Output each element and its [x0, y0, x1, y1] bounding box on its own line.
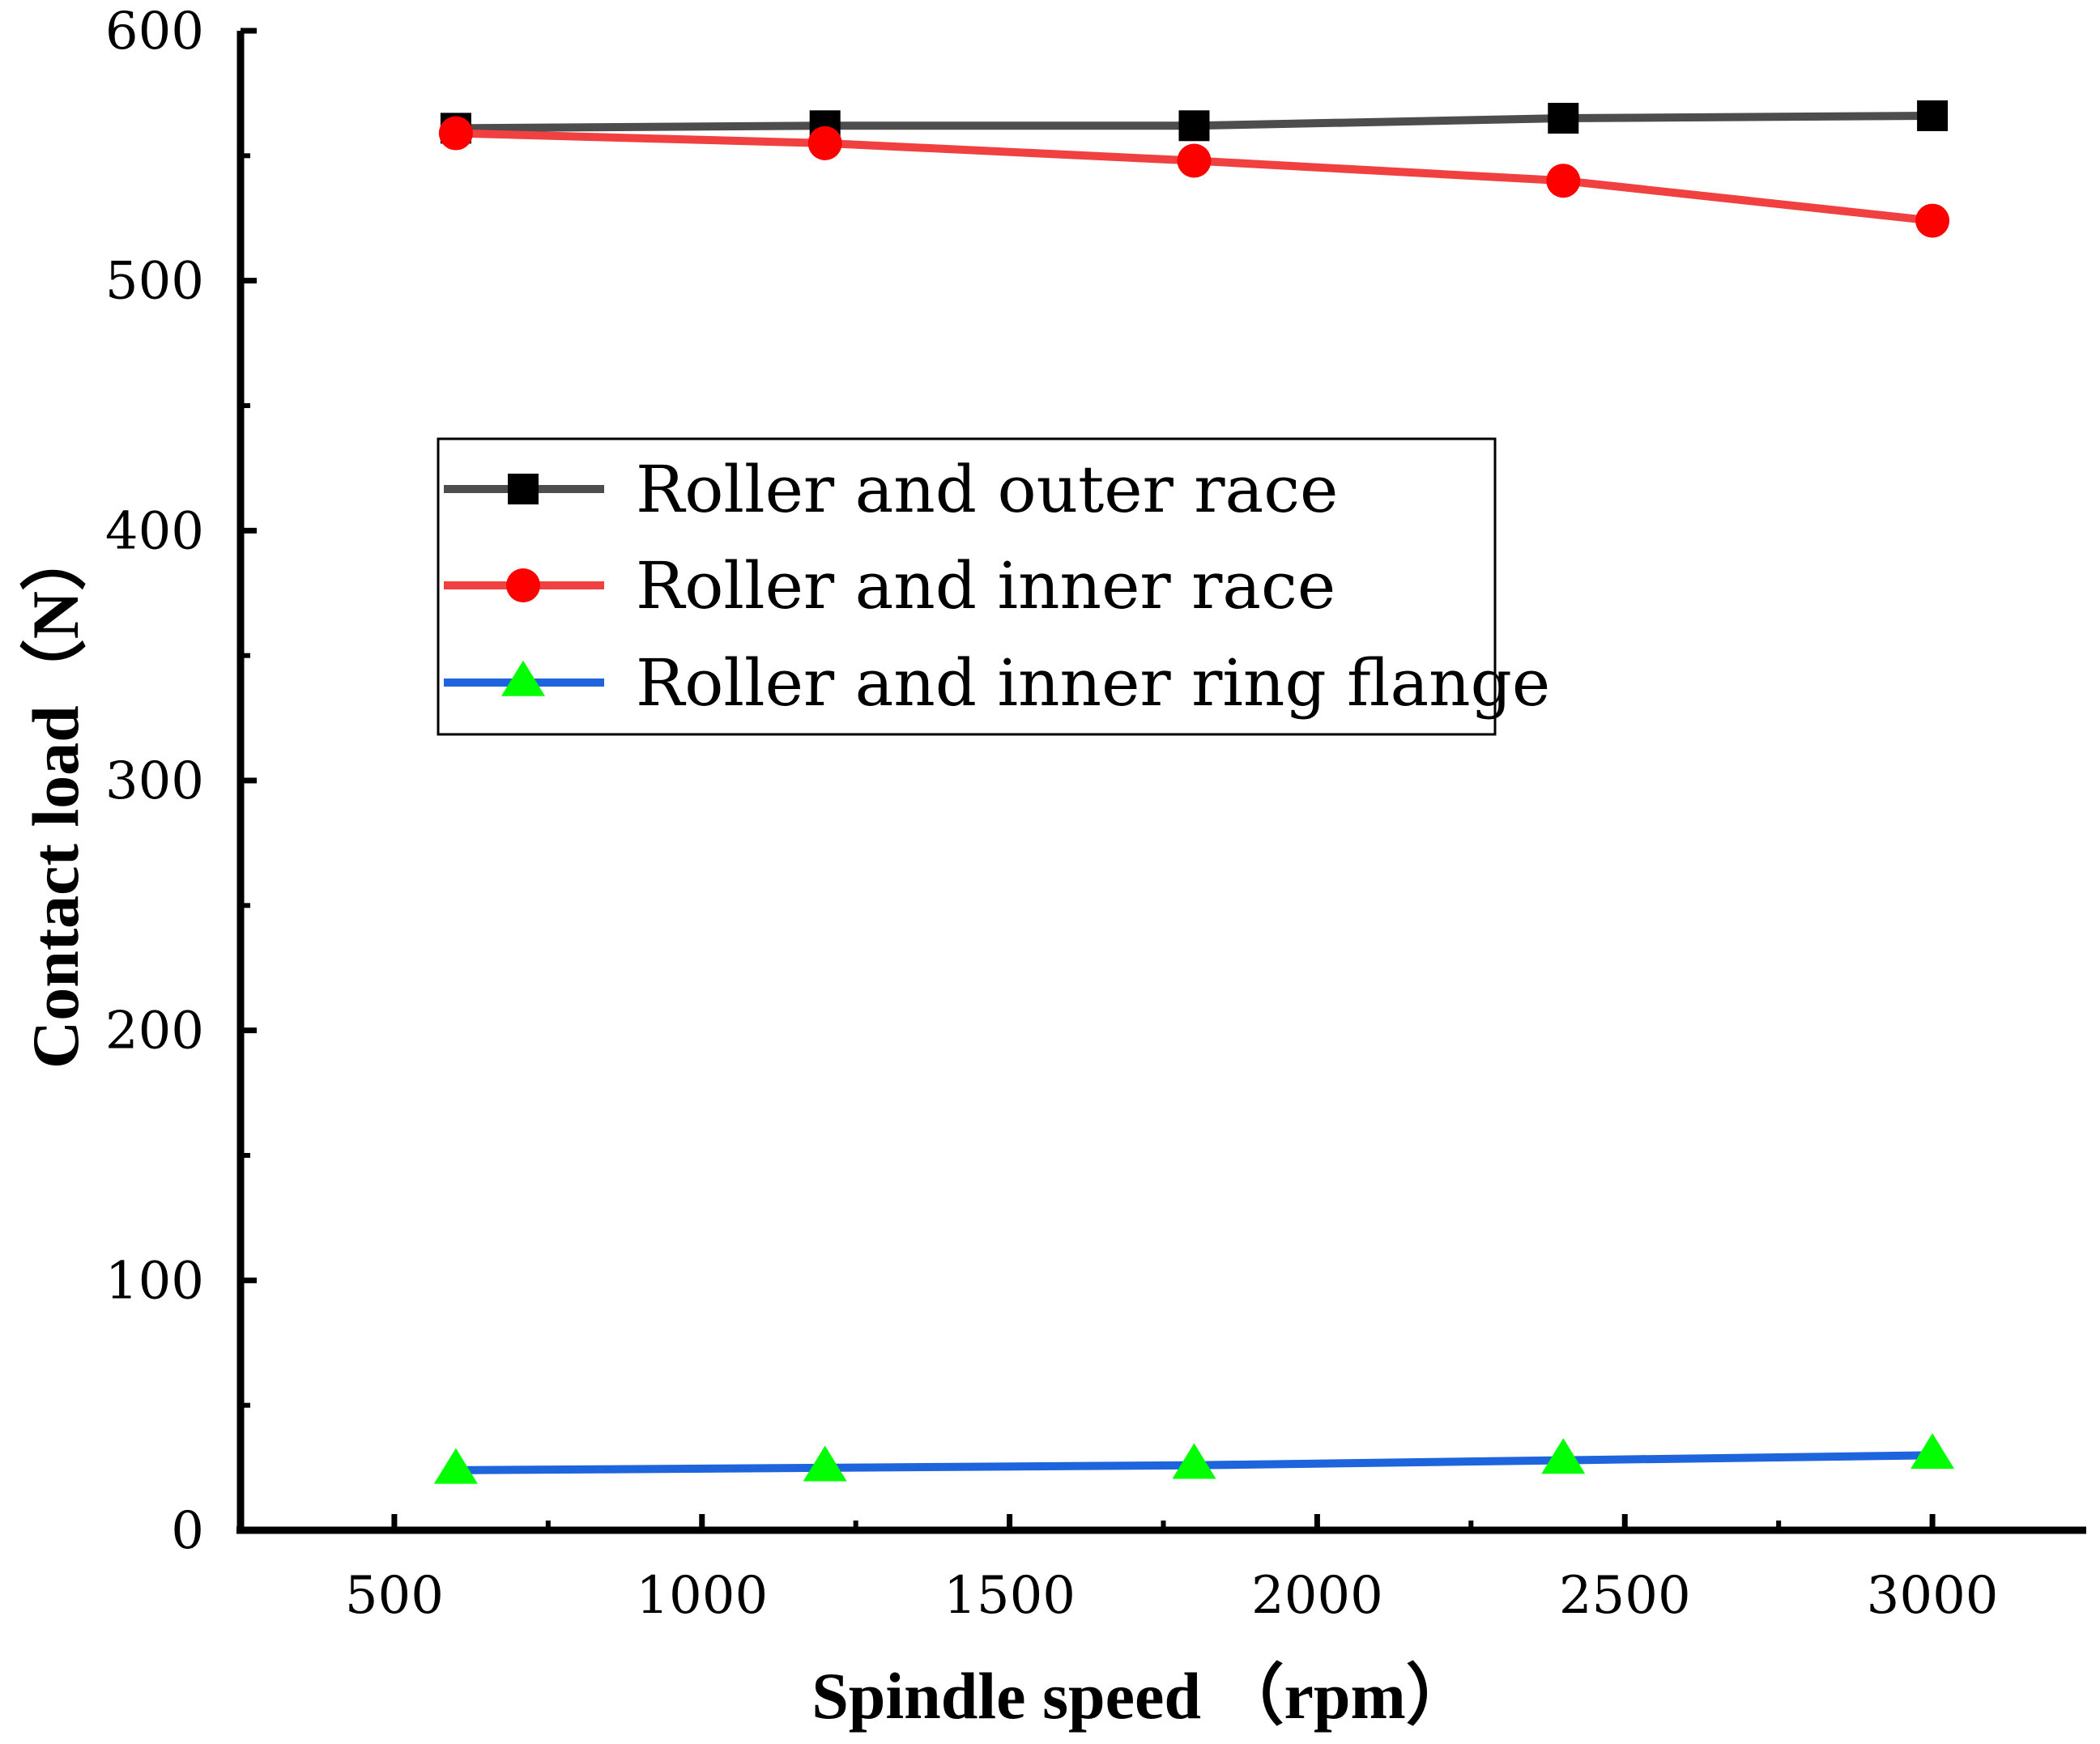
data-point-2-2	[1172, 1443, 1216, 1479]
series-markers	[433, 100, 1955, 1484]
legend-items: Roller and outer race Roller and inner ra…	[444, 452, 1550, 721]
legend-marker-2	[501, 660, 545, 696]
y-tick-label: 200	[105, 1002, 204, 1061]
data-point-0-4	[1917, 100, 1949, 131]
data-point-1-1	[807, 125, 842, 160]
x-axis-title: Spindle speed （rpm）	[811, 1659, 1472, 1733]
x-tick-label: 2000	[1251, 1566, 1383, 1626]
legend-label-2: Roller and inner ring flange	[636, 645, 1550, 721]
y-tick-label: 100	[105, 1251, 204, 1311]
x-tick-label: 2500	[1559, 1566, 1691, 1626]
plot-area: 0 100 200 300 400 500 600 500 1000 1500 2000 2500 3…	[105, 2, 2086, 1626]
y-tick-label: 500	[105, 252, 204, 312]
data-point-1-3	[1546, 164, 1581, 198]
data-point-2-3	[1541, 1438, 1586, 1474]
data-point-0-2	[1178, 110, 1210, 142]
y-tick-label: 600	[105, 2, 204, 62]
data-point-1-4	[1915, 203, 1950, 238]
data-point-0-3	[1548, 103, 1579, 134]
x-ticks: 500 1000 1500 2000 2500 3000	[345, 1514, 1999, 1626]
data-point-2-0	[433, 1448, 478, 1484]
legend-box	[437, 437, 1497, 736]
x-tick-label: 1500	[944, 1566, 1076, 1626]
legend-label-0: Roller and outer race	[636, 452, 1338, 527]
data-point-2-1	[803, 1445, 847, 1482]
data-point-1-2	[1177, 143, 1212, 178]
x-tick-label: 500	[345, 1566, 444, 1626]
legend-marker-1	[506, 568, 540, 602]
y-tick-label: 400	[105, 501, 204, 561]
x-tick-label: 3000	[1867, 1566, 1999, 1626]
legend-marker-0	[508, 474, 539, 504]
data-point-2-4	[1910, 1433, 1955, 1470]
legend: Roller and outer race Roller and inner ra…	[437, 437, 1550, 736]
y-tick-label: 0	[171, 1501, 204, 1561]
series-lines	[451, 111, 1937, 1474]
y-ticks: 0 100 200 300 400 500 600	[105, 2, 257, 1561]
data-point-1-0	[438, 116, 473, 151]
y-tick-label: 300	[105, 751, 204, 811]
legend-label-1: Roller and inner race	[636, 548, 1335, 623]
y-axis-title: Contact load（N）	[19, 525, 92, 1069]
x-tick-label: 1000	[636, 1566, 768, 1626]
